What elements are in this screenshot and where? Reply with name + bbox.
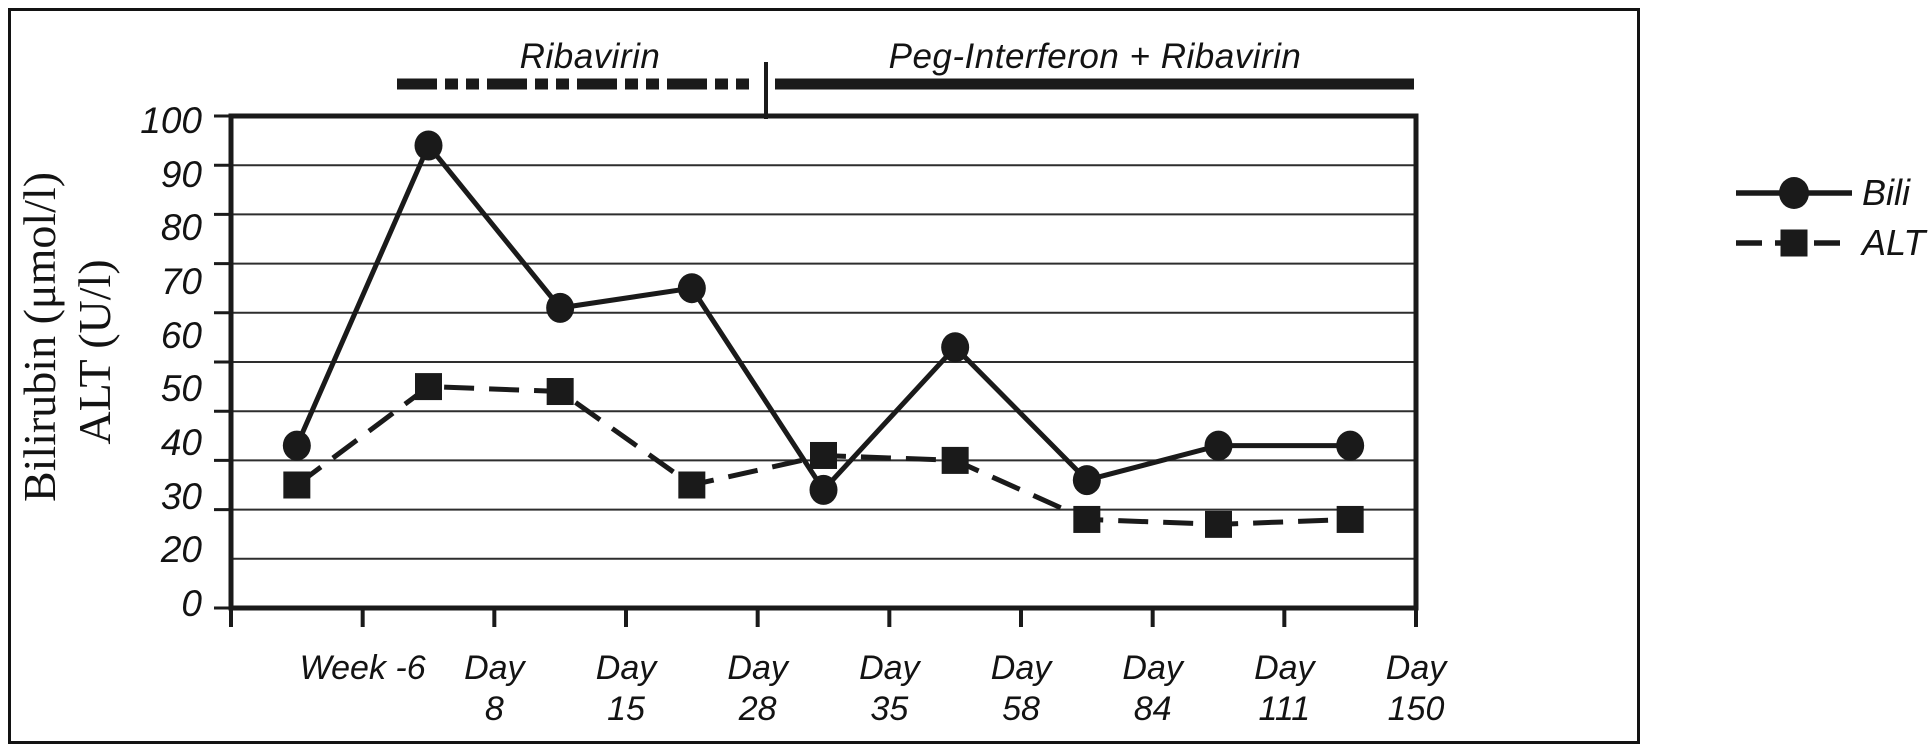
legend-label-alt: ALT [1862,222,1926,263]
legend-circle-marker [1779,177,1809,209]
alt-marker [1336,505,1364,533]
y-tick-label-50: 50 [160,368,202,410]
y-tick-label-90: 90 [160,153,202,195]
alt-marker [283,471,311,499]
bili-marker [809,474,838,505]
y-tick-label-20: 20 [160,529,202,571]
bili-marker [546,292,575,323]
x-tick-label: Day 58 [990,649,1052,728]
x-tick-label: Day 111 [1254,649,1315,728]
legend-square-marker [1780,229,1808,257]
x-tick-label: Day 15 [595,649,657,728]
bili-marker [1204,430,1233,461]
x-tick-label: Day 28 [727,649,788,728]
alt-marker [546,378,574,406]
y-tick-label-70: 70 [160,261,202,302]
bili-marker [1336,430,1365,461]
y-axis-title-bilirubin: Bilirubin (μmol/l) [14,171,65,503]
bili-marker [414,130,443,161]
x-tick-label: Week -6 [299,649,426,687]
alt-marker [415,373,442,401]
y-tick-label-60: 60 [160,314,202,356]
bili-marker [677,273,706,304]
y-tick-label-40: 40 [160,422,202,463]
bili-marker [282,430,311,461]
x-tick-label: Day 150 [1385,649,1447,728]
x-tick-label: Day 35 [859,649,920,728]
x-tick-label: Day 84 [1122,649,1183,728]
bili-marker [1072,465,1101,496]
alt-marker [1073,505,1101,533]
alt-marker [941,446,969,474]
y-tick-label-80: 80 [160,207,202,249]
bili-marker [941,332,970,363]
alt-marker [810,441,837,469]
y-tick-label-30: 30 [160,475,202,517]
y-tick-label-0: 0 [181,583,202,624]
phase-label-ribavirin: Ribavirin [519,37,661,76]
x-tick-label: Day 8 [464,649,525,728]
alt-marker [1205,510,1232,538]
figure-border-box [8,8,1640,744]
legend-label-bili: Bili [1862,172,1911,213]
alt-marker [678,471,706,499]
bili-series-line [294,140,1351,494]
y-tick-label-100: 100 [140,100,202,141]
phase-label-peg-interferon: Peg-Interferon + Ribavirin [888,37,1302,76]
